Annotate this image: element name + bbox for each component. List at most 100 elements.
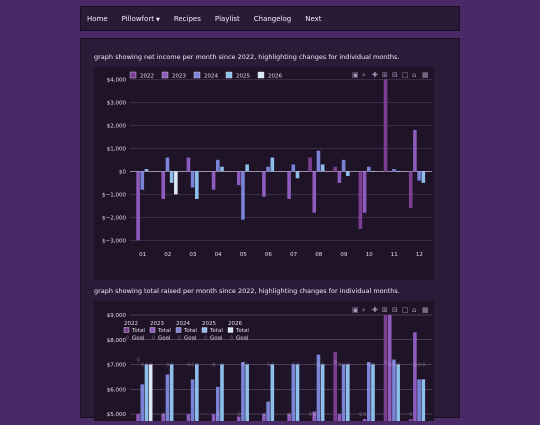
y-tick-label: $0 xyxy=(119,169,126,175)
x-tick-label: 05 xyxy=(240,252,247,258)
plotly-logo-icon[interactable]: ▦ xyxy=(422,306,429,314)
bar-2024-12 xyxy=(417,379,421,423)
x-tick-label: 01 xyxy=(139,252,146,258)
goal-marker-2026-01: ♢ xyxy=(149,363,154,369)
nav-next-link[interactable]: Next xyxy=(305,14,322,23)
nav-changelog-link[interactable]: Changelog xyxy=(253,14,292,23)
nav-playlist-link[interactable]: Playlist xyxy=(214,14,240,23)
goal-marker-2023-07: ♢ xyxy=(287,412,292,418)
nav-recipes-link[interactable]: Recipes xyxy=(173,14,201,23)
legend-swatch-2022 xyxy=(129,71,137,79)
autoscale-icon[interactable]: □ xyxy=(402,306,409,314)
bar-2024-06 xyxy=(266,166,270,172)
bar-2024-02 xyxy=(165,374,170,423)
goal-marker-2024-01: ♢ xyxy=(140,363,145,369)
nav-pillowfort-dropdown[interactable]: Pillowfort ▼ xyxy=(122,15,160,23)
goal-marker-2023-03: ♢ xyxy=(186,363,191,369)
goal-marker-2022-11: ♢ xyxy=(383,360,388,366)
pan-icon[interactable]: ✚ xyxy=(372,306,378,314)
goal-marker-2025-09: ♢ xyxy=(346,363,351,369)
bar-2025-06 xyxy=(270,364,275,423)
bar-2025-05 xyxy=(245,364,249,423)
bar-2025-02 xyxy=(169,364,174,423)
bar-2025-10 xyxy=(371,364,375,423)
y-tick-label: $5,000 xyxy=(107,412,127,418)
legend-goal-label-2026: Goal xyxy=(236,336,249,342)
bar-2022-11 xyxy=(383,79,388,172)
total-raised-chart[interactable]: ▣ ⌕ ✚ ⊞ ⊟ □ ⌂ ▦$9,000$8,000$7,000$6,000$5,000♢♢… xyxy=(94,301,434,423)
chevron-down-icon: ▼ xyxy=(155,16,160,23)
bar-2025-07 xyxy=(295,364,300,423)
legend-label-2025: 2025 xyxy=(236,74,250,80)
legend-goal-marker-2024: ♢ xyxy=(177,336,182,342)
legend-goal-marker-2023: ♢ xyxy=(151,336,156,342)
top-navbar: Home Pillowfort ▼ Recipes Playlist Change… xyxy=(80,6,460,31)
goal-marker-2023-08: ♢ xyxy=(312,412,317,418)
reset-axes-icon[interactable]: ⌂ xyxy=(412,71,416,79)
zoom-out-icon[interactable]: ⊟ xyxy=(392,71,398,79)
bar-2026-02 xyxy=(174,171,178,195)
goal-marker-2024-04: ♢ xyxy=(216,412,221,418)
bar-2025-06 xyxy=(270,157,275,172)
camera-icon[interactable]: ▣ xyxy=(352,71,359,79)
zoom-in-icon[interactable]: ⊞ xyxy=(382,71,388,79)
bar-2023-02 xyxy=(161,171,166,199)
legend-swatch-2024 xyxy=(193,71,201,79)
bar-2024-09 xyxy=(341,364,346,423)
bar-2022-08 xyxy=(308,157,312,172)
zoom-in-icon[interactable]: ⊞ xyxy=(382,306,388,314)
autoscale-icon[interactable]: □ xyxy=(402,71,409,79)
goal-marker-2025-11: ♢ xyxy=(396,363,401,369)
bar-2026-01 xyxy=(148,364,153,423)
y-tick-label: $−1,000 xyxy=(102,192,126,198)
bar-2022-09 xyxy=(333,352,338,423)
zoom-out-icon[interactable]: ⊟ xyxy=(392,306,398,314)
bar-2023-10 xyxy=(362,171,367,213)
legend-total-swatch-2023 xyxy=(149,327,156,333)
bar-2024-01 xyxy=(140,384,145,423)
bar-2025-04 xyxy=(220,364,224,423)
y-tick-label: $−2,000 xyxy=(102,215,126,221)
bar-2024-07 xyxy=(291,164,296,172)
bar-2022-10 xyxy=(358,171,363,229)
net-income-description: graph showing net income per month since… xyxy=(94,53,400,61)
zoom-icon[interactable]: ⌕ xyxy=(362,71,366,79)
bar-2023-05 xyxy=(236,171,241,186)
goal-marker-2024-10: ♢ xyxy=(367,363,372,369)
legend-swatch-2026 xyxy=(257,71,265,79)
legend-year-2026: 2026 xyxy=(228,321,242,327)
y-tick-label: $7,000 xyxy=(107,363,127,369)
bar-2023-01 xyxy=(136,171,140,241)
legend-total-label-2024: Total xyxy=(183,328,197,334)
bar-2024-11 xyxy=(392,359,396,423)
bar-2023-12 xyxy=(413,332,417,423)
x-tick-label: 11 xyxy=(391,252,398,258)
goal-marker-2022-12: ♢ xyxy=(409,412,414,418)
plotly-logo-icon[interactable]: ▦ xyxy=(422,71,429,79)
bar-2024-03 xyxy=(190,171,195,188)
net-income-chart[interactable]: ▣ ⌕ ✚ ⊞ ⊟ □ ⌂ ▦ 2022 2023 2024 2025 2026 $4,000 $3,000… xyxy=(94,67,434,280)
legend-box xyxy=(122,318,254,338)
nav-home-link[interactable]: Home xyxy=(87,14,108,23)
legend-swatch-2025 xyxy=(225,71,233,79)
bar-2024-07 xyxy=(291,364,296,423)
legend-goal-label-2023: Goal xyxy=(158,336,171,342)
x-tick-label: 02 xyxy=(164,252,171,258)
bar-2023-06 xyxy=(262,171,266,197)
reset-axes-icon[interactable]: ⌂ xyxy=(412,306,416,314)
camera-icon[interactable]: ▣ xyxy=(352,306,359,314)
bar-2025-12 xyxy=(421,171,426,183)
bar-2023-04 xyxy=(211,171,216,190)
x-tick-label: 10 xyxy=(366,252,373,258)
legend-total-swatch-2026 xyxy=(227,327,234,333)
legend-year-2025: 2025 xyxy=(202,321,216,327)
goal-marker-2023-11: ♢ xyxy=(388,363,393,369)
goal-marker-2024-07: ♢ xyxy=(291,363,296,369)
legend-year-2024: 2024 xyxy=(176,321,190,327)
bar-2024-02 xyxy=(165,157,170,172)
zoom-icon[interactable]: ⌕ xyxy=(362,306,366,314)
bar-2025-10 xyxy=(371,171,375,172)
bar-2025-09 xyxy=(346,364,350,423)
bar-2023-09 xyxy=(337,171,342,183)
pan-icon[interactable]: ✚ xyxy=(372,71,378,79)
